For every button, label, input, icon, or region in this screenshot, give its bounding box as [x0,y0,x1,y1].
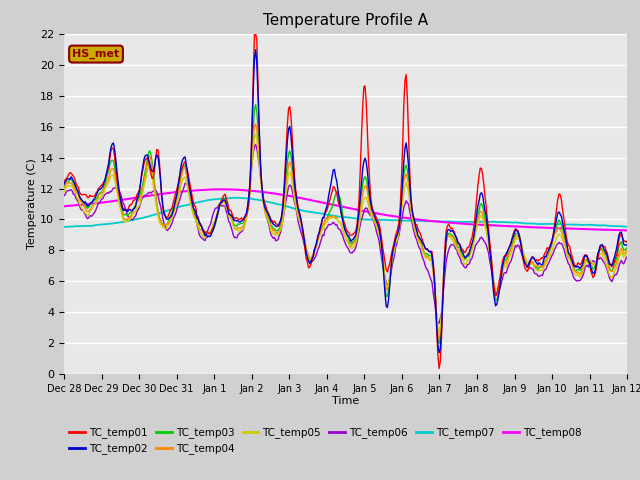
TC_temp04 [60,184,68,190]
TC_temp05 [60,189,68,195]
TC_temp08 [376,211,384,217]
TC_temp01 [403,95,411,100]
TC_temp05 [403,183,411,189]
TC_temp01 [299,228,307,234]
TC_temp05 [574,271,582,277]
TC_temp07 [232,195,239,201]
TC_temp06 [574,277,582,283]
Line: TC_temp06: TC_temp06 [64,144,627,323]
TC_temp03 [435,340,443,346]
TC_temp05 [476,214,484,219]
Legend: TC_temp01, TC_temp02, TC_temp03, TC_temp04, TC_temp05, TC_temp06, TC_temp07, TC_: TC_temp01, TC_temp02, TC_temp03, TC_temp… [69,427,581,455]
Line: TC_temp07: TC_temp07 [64,198,627,227]
TC_temp03 [236,221,243,227]
TC_temp02 [60,181,68,187]
TC_temp03 [376,236,384,241]
TC_temp08 [476,222,483,228]
TC_temp04 [476,208,484,214]
TC_temp08 [299,196,307,202]
TC_temp02 [403,149,411,155]
TC_temp01 [252,31,259,36]
TC_temp03 [623,245,631,251]
TC_temp03 [252,102,259,108]
TC_temp07 [403,218,411,224]
Y-axis label: Temperature (C): Temperature (C) [28,158,37,250]
TC_temp02 [623,242,631,248]
TC_temp03 [476,202,484,207]
TC_temp07 [573,222,580,228]
TC_temp03 [60,185,68,191]
Text: HS_met: HS_met [72,49,120,59]
TC_temp07 [237,195,244,201]
TC_temp04 [236,225,243,231]
Title: Temperature Profile A: Temperature Profile A [263,13,428,28]
TC_temp05 [236,228,243,234]
TC_temp01 [574,260,582,265]
TC_temp07 [376,217,384,223]
TC_temp05 [299,229,307,235]
TC_temp02 [476,192,484,197]
TC_temp03 [299,229,307,235]
TC_temp06 [60,193,68,199]
TC_temp07 [60,224,68,230]
TC_temp02 [236,219,243,225]
Line: TC_temp04: TC_temp04 [64,124,627,340]
TC_temp01 [236,216,243,222]
TC_temp02 [299,226,307,232]
TC_temp08 [623,228,631,233]
TC_temp06 [299,235,307,241]
Line: TC_temp02: TC_temp02 [64,49,627,353]
TC_temp02 [252,47,259,52]
TC_temp08 [403,215,411,221]
TC_temp02 [574,264,582,269]
TC_temp05 [435,330,443,336]
TC_temp04 [252,121,259,127]
TC_temp04 [403,175,411,180]
TC_temp04 [376,233,384,239]
TC_temp02 [376,232,384,238]
TC_temp03 [574,266,582,272]
TC_temp05 [376,237,384,242]
Line: TC_temp08: TC_temp08 [64,189,627,230]
TC_temp04 [574,269,582,275]
TC_temp04 [623,247,631,252]
TC_temp01 [623,239,631,244]
Line: TC_temp01: TC_temp01 [64,34,627,369]
TC_temp01 [376,227,384,233]
TC_temp03 [403,167,411,173]
TC_temp01 [476,165,484,171]
TC_temp06 [252,142,259,147]
TC_temp08 [237,187,244,193]
TC_temp06 [236,231,243,237]
TC_temp04 [299,227,307,232]
TC_temp05 [252,132,259,137]
TC_temp06 [376,246,384,252]
TC_temp07 [476,219,483,225]
Line: TC_temp05: TC_temp05 [64,134,627,333]
TC_temp06 [623,254,631,260]
TC_temp02 [435,350,443,356]
TC_temp01 [435,366,443,372]
TC_temp06 [476,235,484,240]
TC_temp08 [60,204,68,209]
TC_temp07 [623,224,631,229]
TC_temp07 [299,208,307,214]
TC_temp08 [218,186,225,192]
TC_temp05 [623,249,631,255]
X-axis label: Time: Time [332,396,359,406]
TC_temp06 [435,320,443,326]
TC_temp01 [60,180,68,186]
TC_temp08 [573,226,580,232]
Line: TC_temp03: TC_temp03 [64,105,627,343]
TC_temp06 [403,200,411,206]
TC_temp04 [435,337,443,343]
